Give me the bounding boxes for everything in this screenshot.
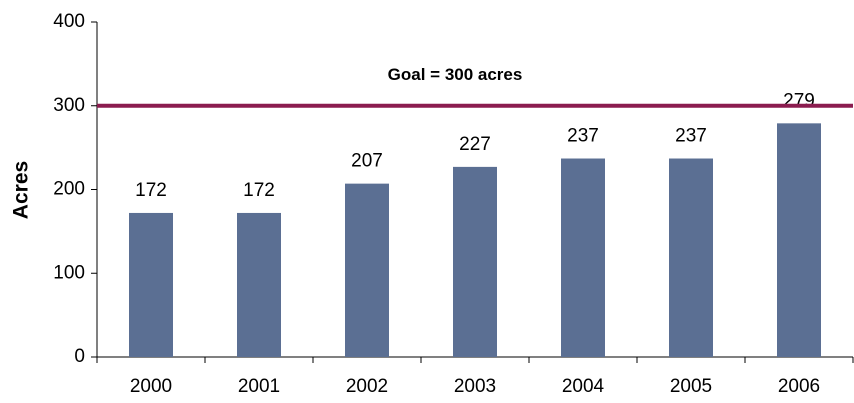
- x-tick-label: 2001: [238, 376, 280, 397]
- bar: [561, 158, 605, 357]
- data-label: 279: [783, 90, 815, 111]
- x-tick-label: 2005: [670, 376, 712, 397]
- bar: [237, 212, 281, 357]
- x-tick-label: 2003: [454, 376, 496, 397]
- bar: [453, 166, 497, 357]
- data-label: 237: [567, 126, 599, 147]
- bar: [129, 212, 173, 357]
- y-tick-label: 100: [53, 262, 85, 283]
- bar: [345, 183, 389, 357]
- data-label: 172: [135, 180, 167, 201]
- x-tick-label: 2000: [130, 376, 172, 397]
- data-label: 227: [459, 134, 491, 155]
- bar: [777, 123, 821, 358]
- y-tick-label: 400: [53, 11, 85, 32]
- y-tick-label: 0: [74, 346, 85, 367]
- bar: [669, 158, 713, 357]
- data-label: 237: [675, 126, 707, 147]
- y-axis-label: Acres: [10, 161, 33, 219]
- data-label: 207: [351, 151, 383, 172]
- x-tick-label: 2006: [778, 376, 820, 397]
- y-tick-label: 300: [53, 95, 85, 116]
- y-tick-label: 200: [53, 179, 85, 200]
- x-tick-label: 2002: [346, 376, 388, 397]
- data-label: 172: [243, 180, 275, 201]
- x-tick-label: 2004: [562, 376, 605, 397]
- goal-label: Goal = 300 acres: [388, 65, 523, 84]
